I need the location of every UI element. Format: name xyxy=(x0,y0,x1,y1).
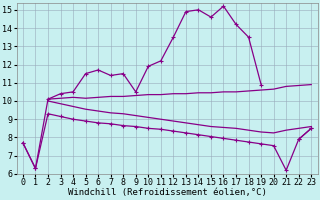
X-axis label: Windchill (Refroidissement éolien,°C): Windchill (Refroidissement éolien,°C) xyxy=(68,188,267,197)
